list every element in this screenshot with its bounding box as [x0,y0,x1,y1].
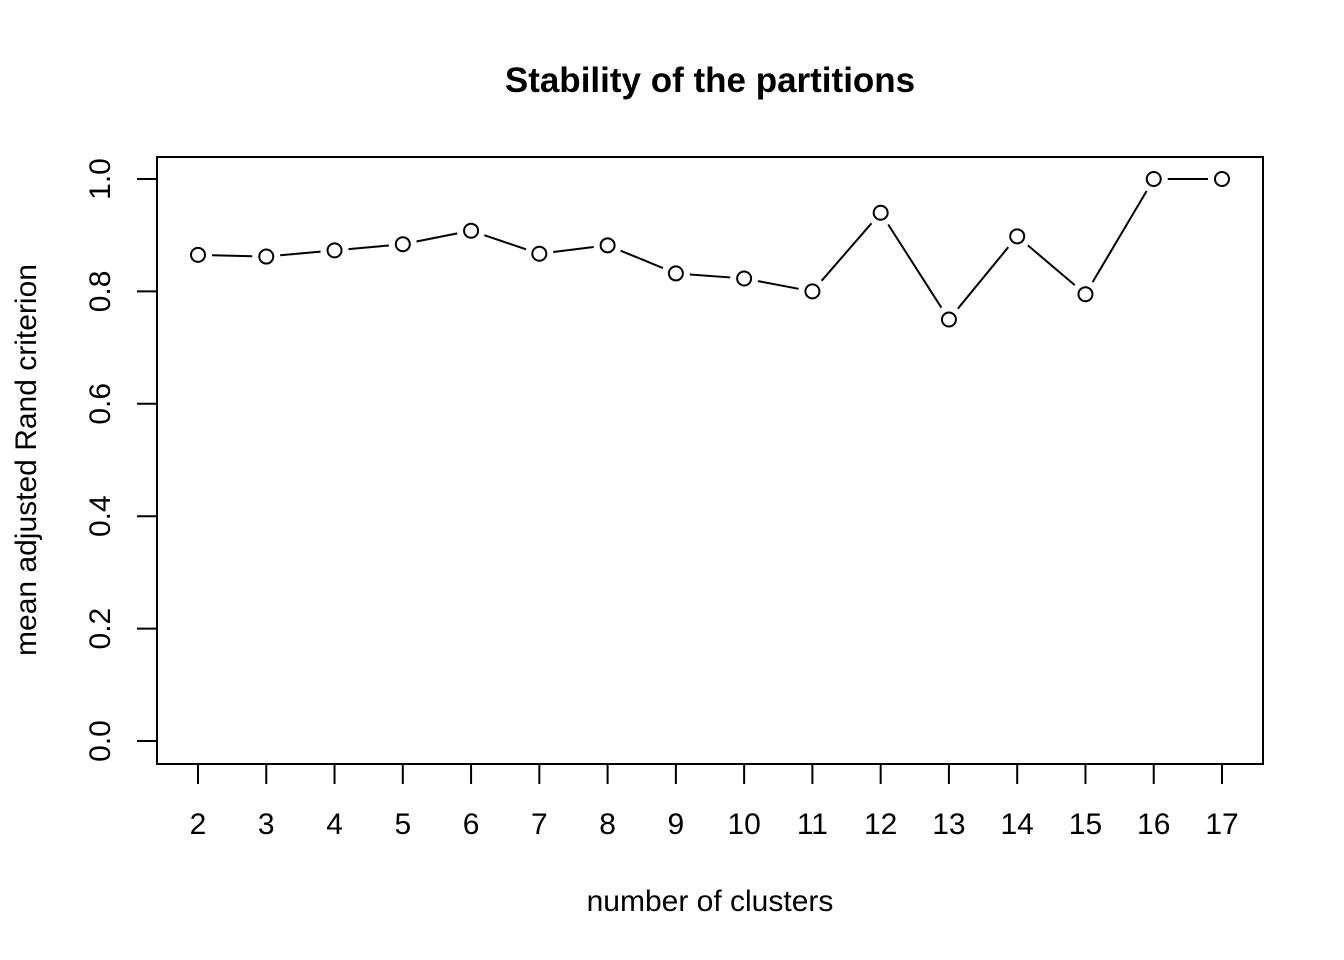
data-point [667,265,684,282]
x-tick-label: 9 [668,808,685,841]
data-line-segment [1027,244,1076,286]
data-point [872,204,889,221]
data-line-segment [553,246,594,254]
y-tick-label: 0.2 [84,608,117,650]
data-line-segment [1091,190,1148,283]
y-tick-label: 1.0 [84,158,117,200]
data-point [326,242,343,259]
data-point [1214,171,1230,187]
x-tick-label: 4 [326,808,343,841]
data-line-segment [820,222,873,282]
x-tick-label: 11 [797,808,828,841]
y-axis-label: mean adjusted Rand criterion [10,264,43,656]
y-axis: 0.0 0.2 0.4 0.6 0.8 1.0 [84,158,158,762]
data-point [394,236,411,253]
x-tick-label: 16 [1137,808,1170,841]
x-tick-label: 2 [190,808,207,841]
data-point [804,283,821,300]
data-line-segment [887,223,943,309]
x-axis: 2 3 4 5 6 7 8 9 10 11 12 13 14 15 16 17 [190,763,1239,841]
data-line-segment [957,246,1010,310]
data-line-segment [416,232,458,243]
data-line-segment [348,244,389,251]
data-point [463,222,480,239]
data-point [258,248,275,265]
x-axis-label: number of clusters [587,885,834,918]
x-tick-label: 3 [258,808,275,841]
data-point [531,245,548,262]
data-line-segment [280,250,321,257]
x-tick-label: 17 [1205,808,1238,841]
x-tick-label: 13 [932,808,965,841]
data-point [190,246,206,263]
y-tick-label: 0.8 [84,271,117,313]
y-tick-label: 0.6 [84,383,117,425]
data-point [736,270,753,287]
x-tick-label: 5 [394,808,411,841]
data-point [1009,228,1026,245]
chart-title: Stability of the partitions [505,61,915,100]
data-point [940,311,957,328]
x-tick-label: 14 [1001,808,1034,841]
x-tick-label: 6 [463,808,480,841]
data-line-segment [757,280,799,290]
x-tick-label: 7 [531,808,548,841]
data-line-segment [620,249,664,270]
x-tick-label: 15 [1069,808,1102,841]
data-line-segment [689,273,731,279]
plot-area-frame [156,156,1264,765]
data-point [1145,171,1162,187]
y-tick-label: 0.4 [84,495,117,537]
x-tick-label: 8 [599,808,616,841]
data-line-segment [484,234,527,251]
y-tick-label: 0.0 [84,720,117,762]
data-point [599,237,616,254]
data-point [1077,286,1094,303]
x-tick-label: 12 [864,808,897,841]
series-layer [190,171,1230,328]
x-tick-label: 10 [727,808,760,841]
data-line-segment [211,254,253,258]
